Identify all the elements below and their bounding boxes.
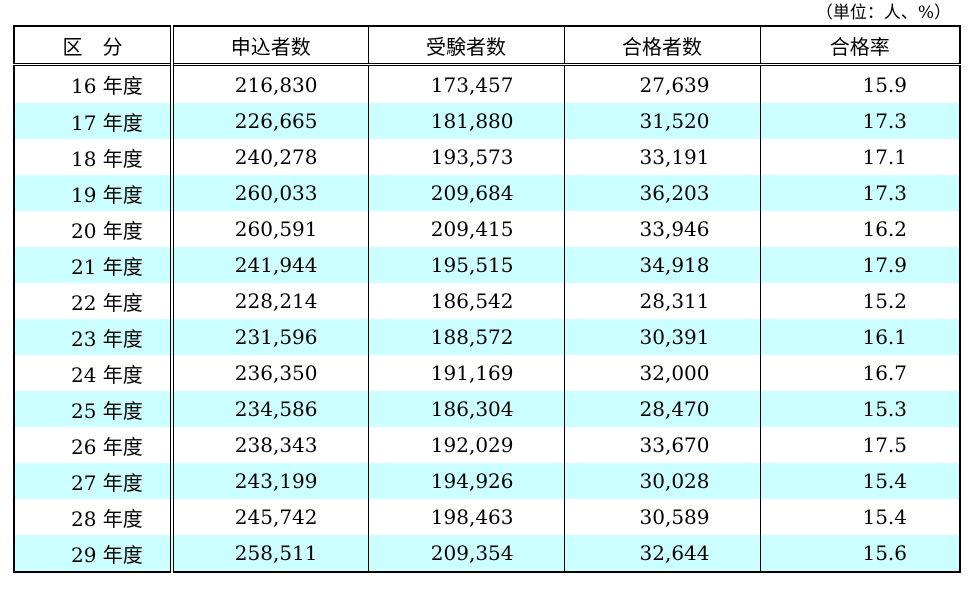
cell-passers: 31,520 — [563, 103, 761, 139]
cell-passers: 30,028 — [563, 463, 761, 499]
cell-pass-rate: 15.3 — [759, 391, 961, 427]
cell-pass-rate: 15.9 — [759, 64, 961, 103]
cell-passers: 33,191 — [563, 139, 761, 175]
header-applicants: 申込者数 — [171, 26, 369, 66]
cell-examinees: 209,354 — [367, 535, 565, 572]
cell-passers: 33,946 — [563, 211, 761, 247]
statistics-table-container: 区 分 申込者数 受験者数 合格者数 合格率 16 年度 216,830 173,4… — [13, 25, 961, 573]
cell-pass-rate: 17.5 — [759, 427, 961, 463]
cell-applicants: 240,278 — [171, 139, 369, 175]
header-row: 区 分 申込者数 受験者数 合格者数 合格率 — [13, 26, 961, 66]
cell-passers: 34,918 — [563, 247, 761, 283]
header-passers: 合格者数 — [563, 26, 761, 66]
cell-pass-rate: 17.3 — [759, 103, 961, 139]
unit-note: （単位：人、%） — [815, 3, 951, 23]
table-header: 区 分 申込者数 受験者数 合格者数 合格率 — [13, 26, 961, 66]
cell-applicants: 216,830 — [171, 64, 369, 103]
cell-year: 19 年度 — [13, 175, 174, 211]
table-row: 19 年度 260,033 209,684 36,203 17.3 — [13, 175, 961, 211]
cell-pass-rate: 16.1 — [759, 319, 961, 355]
cell-pass-rate: 17.1 — [759, 139, 961, 175]
cell-examinees: 195,515 — [367, 247, 565, 283]
cell-applicants: 231,596 — [171, 319, 369, 355]
cell-passers: 32,644 — [563, 535, 761, 572]
cell-examinees: 173,457 — [367, 64, 565, 103]
cell-pass-rate: 16.7 — [759, 355, 961, 391]
header-category: 区 分 — [13, 26, 174, 66]
cell-applicants: 245,742 — [171, 499, 369, 535]
cell-year: 29 年度 — [13, 535, 174, 572]
cell-pass-rate: 15.4 — [759, 463, 961, 499]
cell-year: 26 年度 — [13, 427, 174, 463]
cell-year: 20 年度 — [13, 211, 174, 247]
cell-examinees: 192,029 — [367, 427, 565, 463]
cell-year: 22 年度 — [13, 283, 174, 319]
cell-examinees: 198,463 — [367, 499, 565, 535]
table-body: 16 年度 216,830 173,457 27,639 15.9 17 年度 226,66… — [13, 64, 961, 572]
cell-examinees: 209,415 — [367, 211, 565, 247]
cell-year: 28 年度 — [13, 499, 174, 535]
cell-year: 24 年度 — [13, 355, 174, 391]
cell-examinees: 188,572 — [367, 319, 565, 355]
table-row: 20 年度 260,591 209,415 33,946 16.2 — [13, 211, 961, 247]
cell-passers: 27,639 — [563, 64, 761, 103]
exam-statistics-table: 区 分 申込者数 受験者数 合格者数 合格率 16 年度 216,830 173,4… — [13, 25, 961, 573]
cell-pass-rate: 16.2 — [759, 211, 961, 247]
cell-pass-rate: 15.6 — [759, 535, 961, 572]
cell-examinees: 186,304 — [367, 391, 565, 427]
cell-year: 16 年度 — [13, 64, 174, 103]
cell-examinees: 181,880 — [367, 103, 565, 139]
cell-pass-rate: 15.4 — [759, 499, 961, 535]
cell-passers: 32,000 — [563, 355, 761, 391]
cell-year: 21 年度 — [13, 247, 174, 283]
cell-year: 23 年度 — [13, 319, 174, 355]
cell-applicants: 226,665 — [171, 103, 369, 139]
cell-applicants: 241,944 — [171, 247, 369, 283]
cell-applicants: 260,591 — [171, 211, 369, 247]
cell-year: 17 年度 — [13, 103, 174, 139]
cell-passers: 36,203 — [563, 175, 761, 211]
table-row: 26 年度 238,343 192,029 33,670 17.5 — [13, 427, 961, 463]
table-row: 28 年度 245,742 198,463 30,589 15.4 — [13, 499, 961, 535]
cell-pass-rate: 15.2 — [759, 283, 961, 319]
table-row: 16 年度 216,830 173,457 27,639 15.9 — [13, 64, 961, 103]
cell-examinees: 191,169 — [367, 355, 565, 391]
header-pass-rate: 合格率 — [759, 26, 961, 66]
cell-examinees: 194,926 — [367, 463, 565, 499]
cell-year: 18 年度 — [13, 139, 174, 175]
cell-pass-rate: 17.3 — [759, 175, 961, 211]
cell-applicants: 243,199 — [171, 463, 369, 499]
cell-pass-rate: 17.9 — [759, 247, 961, 283]
cell-applicants: 234,586 — [171, 391, 369, 427]
table-row: 25 年度 234,586 186,304 28,470 15.3 — [13, 391, 961, 427]
table-row: 24 年度 236,350 191,169 32,000 16.7 — [13, 355, 961, 391]
cell-passers: 33,670 — [563, 427, 761, 463]
table-row: 18 年度 240,278 193,573 33,191 17.1 — [13, 139, 961, 175]
table-row: 27 年度 243,199 194,926 30,028 15.4 — [13, 463, 961, 499]
cell-examinees: 186,542 — [367, 283, 565, 319]
table-row: 17 年度 226,665 181,880 31,520 17.3 — [13, 103, 961, 139]
table-row: 23 年度 231,596 188,572 30,391 16.1 — [13, 319, 961, 355]
cell-applicants: 228,214 — [171, 283, 369, 319]
cell-examinees: 193,573 — [367, 139, 565, 175]
table-row: 29 年度 258,511 209,354 32,644 15.6 — [13, 535, 961, 572]
cell-year: 25 年度 — [13, 391, 174, 427]
cell-year: 27 年度 — [13, 463, 174, 499]
cell-applicants: 258,511 — [171, 535, 369, 572]
cell-passers: 30,391 — [563, 319, 761, 355]
cell-passers: 30,589 — [563, 499, 761, 535]
table-row: 21 年度 241,944 195,515 34,918 17.9 — [13, 247, 961, 283]
cell-passers: 28,470 — [563, 391, 761, 427]
cell-applicants: 238,343 — [171, 427, 369, 463]
header-examinees: 受験者数 — [367, 26, 565, 66]
cell-applicants: 236,350 — [171, 355, 369, 391]
table-row: 22 年度 228,214 186,542 28,311 15.2 — [13, 283, 961, 319]
cell-examinees: 209,684 — [367, 175, 565, 211]
cell-applicants: 260,033 — [171, 175, 369, 211]
cell-passers: 28,311 — [563, 283, 761, 319]
